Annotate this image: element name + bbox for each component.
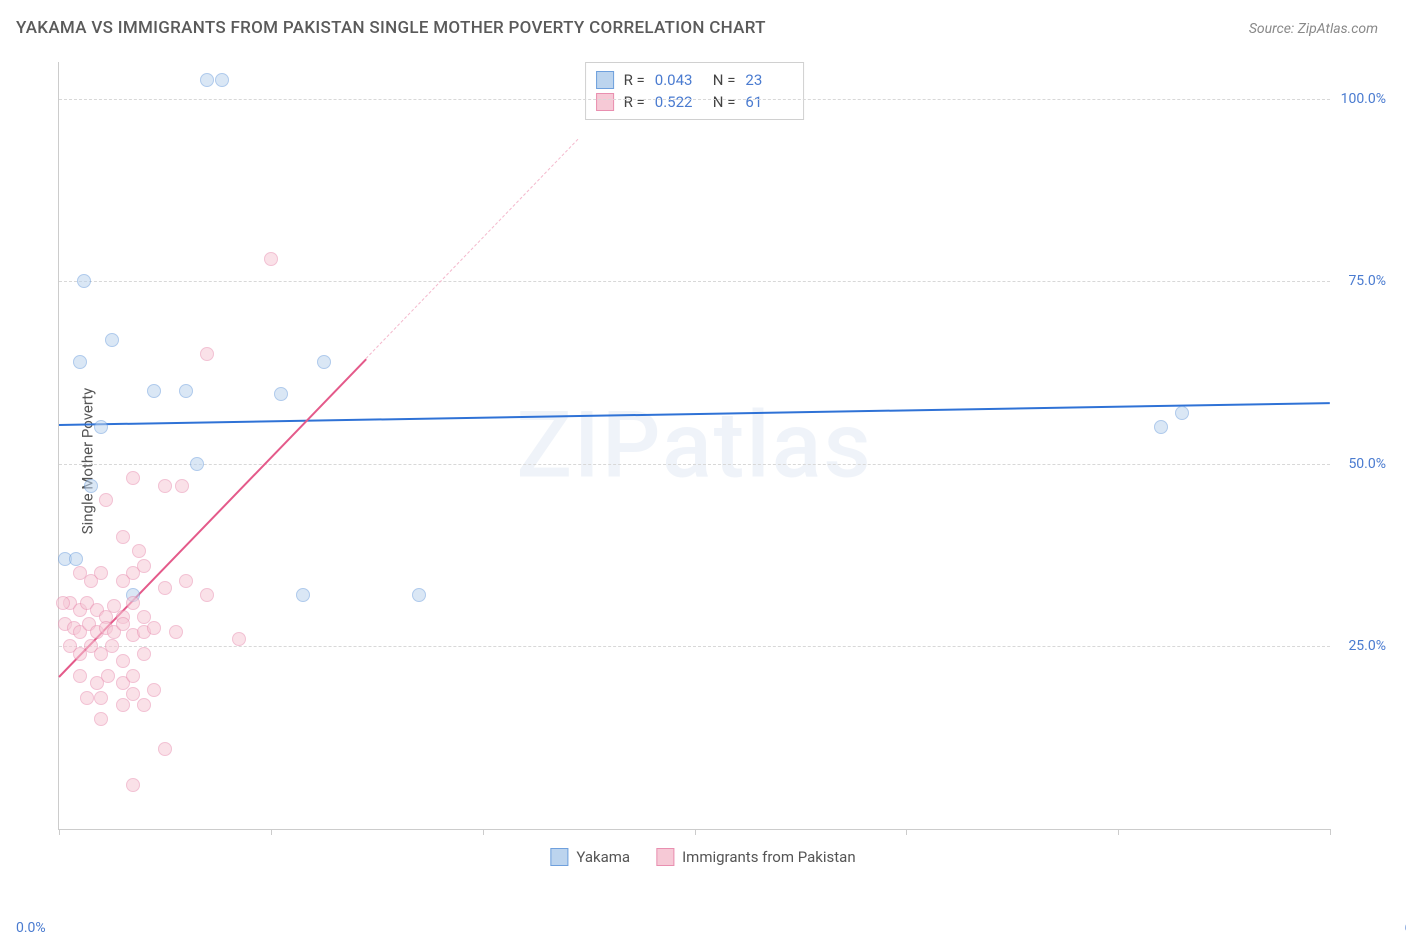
data-point <box>137 559 151 573</box>
correlation-legend: R = 0.043 N = 23 R = 0.522 N = 61 <box>585 62 805 120</box>
legend-item-yakama: Yakama <box>550 848 630 866</box>
x-tick <box>1118 829 1119 835</box>
data-point <box>158 742 172 756</box>
data-point <box>84 479 98 493</box>
n-value-yakama: 23 <box>745 71 793 89</box>
chart-title: YAKAMA VS IMMIGRANTS FROM PAKISTAN SINGL… <box>16 18 766 38</box>
data-point <box>317 355 331 369</box>
gridline <box>59 646 1330 647</box>
data-point <box>158 479 172 493</box>
data-point <box>105 333 119 347</box>
y-tick-label: 25.0% <box>1348 638 1386 654</box>
data-point <box>126 596 140 610</box>
gridline <box>59 464 1330 465</box>
x-tick <box>271 829 272 835</box>
data-point <box>56 596 70 610</box>
legend-item-pakistan: Immigrants from Pakistan <box>656 848 856 866</box>
data-point <box>132 544 146 558</box>
x-tick <box>695 829 696 835</box>
source-prefix: Source: <box>1249 21 1298 37</box>
r-label: R = <box>624 71 645 89</box>
x-tick <box>1330 829 1331 835</box>
data-point <box>1175 406 1189 420</box>
x-tick <box>906 829 907 835</box>
x-axis-min-label: 0.0% <box>16 920 46 936</box>
data-point <box>158 581 172 595</box>
watermark: ZIPatlas <box>516 392 872 499</box>
data-point <box>94 691 108 705</box>
gridline <box>59 99 1330 100</box>
data-point <box>412 588 426 602</box>
data-point <box>94 420 108 434</box>
gridline <box>59 281 1330 282</box>
correlation-row-yakama: R = 0.043 N = 23 <box>596 69 794 91</box>
swatch-pakistan <box>596 93 614 111</box>
legend-label-pakistan: Immigrants from Pakistan <box>682 848 856 866</box>
data-point <box>179 574 193 588</box>
swatch-yakama <box>596 71 614 89</box>
trendline <box>59 402 1330 426</box>
data-point <box>73 355 87 369</box>
source-attribution: Source: ZipAtlas.com <box>1249 18 1378 37</box>
data-point <box>137 647 151 661</box>
n-value-pakistan: 61 <box>745 93 793 111</box>
data-point <box>126 778 140 792</box>
data-point <box>116 530 130 544</box>
data-point <box>200 73 214 87</box>
swatch-yakama <box>550 848 568 866</box>
data-point <box>80 691 94 705</box>
data-point <box>264 252 278 266</box>
swatch-pakistan <box>656 848 674 866</box>
chart-container: Single Mother Poverty ZIPatlas R = 0.043… <box>16 46 1390 876</box>
data-point <box>116 698 130 712</box>
data-point <box>1154 420 1168 434</box>
x-tick <box>59 829 60 835</box>
data-point <box>94 712 108 726</box>
data-point <box>126 471 140 485</box>
data-point <box>116 654 130 668</box>
trendline-extrapolated <box>366 139 579 359</box>
data-point <box>101 669 115 683</box>
data-point <box>232 632 246 646</box>
r-label: R = <box>624 93 645 111</box>
source-name: ZipAtlas.com <box>1298 21 1378 37</box>
data-point <box>147 683 161 697</box>
data-point <box>94 566 108 580</box>
r-value-pakistan: 0.522 <box>655 93 703 111</box>
data-point <box>69 552 83 566</box>
data-point <box>296 588 310 602</box>
data-point <box>105 639 119 653</box>
data-point <box>73 669 87 683</box>
data-point <box>190 457 204 471</box>
data-point <box>175 479 189 493</box>
data-point <box>215 73 229 87</box>
data-point <box>99 493 113 507</box>
data-point <box>169 625 183 639</box>
n-label: N = <box>713 71 736 89</box>
y-tick-label: 50.0% <box>1348 456 1386 472</box>
data-point <box>147 621 161 635</box>
data-point <box>147 384 161 398</box>
correlation-row-pakistan: R = 0.522 N = 61 <box>596 91 794 113</box>
data-point <box>77 274 91 288</box>
data-point <box>137 698 151 712</box>
data-point <box>126 669 140 683</box>
data-point <box>274 387 288 401</box>
x-tick <box>483 829 484 835</box>
n-label: N = <box>713 93 736 111</box>
data-point <box>200 347 214 361</box>
plot-area: ZIPatlas R = 0.043 N = 23 R = 0.522 N = … <box>58 62 1330 830</box>
data-point <box>200 588 214 602</box>
series-legend: Yakama Immigrants from Pakistan <box>550 848 855 866</box>
legend-label-yakama: Yakama <box>576 848 630 866</box>
r-value-yakama: 0.043 <box>655 71 703 89</box>
y-tick-label: 100.0% <box>1341 91 1386 107</box>
data-point <box>179 384 193 398</box>
y-tick-label: 75.0% <box>1348 273 1386 289</box>
